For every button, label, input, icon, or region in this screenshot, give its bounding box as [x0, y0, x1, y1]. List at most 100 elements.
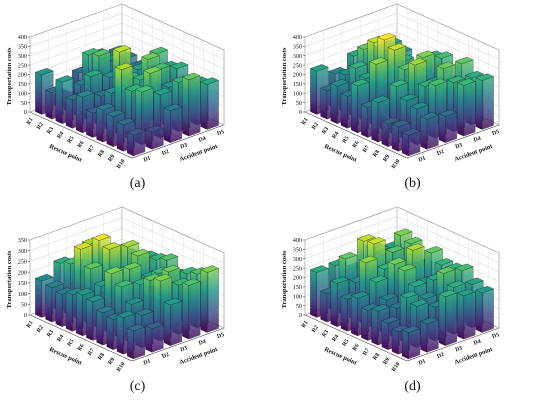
x-tick-label: R3	[321, 329, 330, 338]
bar-face-front	[330, 83, 338, 124]
caption-d: (d)	[404, 379, 421, 394]
z-tick-label: 200	[293, 72, 302, 79]
x-tick-label: R3	[321, 126, 330, 135]
bar-top	[391, 119, 411, 128]
x-tick-label: R10	[391, 361, 402, 373]
bar-face-side	[482, 76, 494, 130]
z-tick-labels: 0 50 100 150 200 250 300 350 400	[293, 34, 305, 116]
bar-face-front	[86, 298, 93, 341]
chart-panel-d: 0 50 100 150 200 250 300 350 400 Transportation c…	[275, 203, 550, 406]
bar-top	[83, 69, 103, 77]
plot-area: 0 50 100 150 200 250 300 350 400 Transportation c…	[6, 3, 225, 170]
bar-top	[141, 52, 160, 60]
bar-face-front	[127, 327, 134, 360]
z-tick-label: 350	[293, 247, 302, 254]
z-tick-label: 100	[18, 291, 27, 298]
y-tick-label: D3	[455, 345, 464, 353]
bar-top	[381, 117, 401, 125]
bar-top	[407, 279, 427, 288]
bar-face-front	[96, 107, 104, 143]
bar-top	[465, 277, 484, 285]
bar-face-front	[145, 325, 153, 353]
bar-face-front	[310, 269, 317, 318]
bar-face-front	[340, 296, 348, 332]
bar-top	[420, 112, 439, 120]
x-tick-label: R6	[77, 343, 86, 352]
x-tick-labels: R1 R2 R3 R4 R5 R6 R7 R8 R9 R10	[301, 117, 402, 170]
z-tick-labels: 0 50 100 150 200 250 300 350 400	[18, 34, 30, 116]
z-tick-label: 250	[18, 62, 27, 69]
plot-area: 0 50 100 150 200 250 300 350 400 Transportation c…	[281, 206, 500, 373]
x-tick-label: R7	[87, 145, 96, 154]
bar-top	[73, 242, 93, 250]
bar	[401, 325, 421, 360]
x-tick-labels: R1 R2 R3 R4 R5 R6 R7 R8 R9 R10	[26, 117, 127, 170]
bar-top	[92, 233, 111, 241]
x-tick-label: R8	[97, 149, 106, 158]
bar-face-front	[55, 79, 63, 124]
bar-face-front	[182, 76, 189, 137]
bar-top	[446, 75, 466, 83]
bar-top	[348, 61, 368, 69]
bar-top	[85, 294, 105, 303]
bar-top	[475, 73, 495, 81]
y-tick-label: D2	[436, 149, 445, 157]
chart-c: 0 50 100 150 200 250 300 350 Transportation cost…	[6, 206, 225, 373]
z-tick-label: 300	[293, 53, 302, 60]
bar-top	[387, 257, 407, 265]
y-tick-label: D1	[143, 155, 152, 163]
bar-top	[330, 79, 350, 87]
bar-top	[120, 240, 140, 248]
bar-top	[356, 234, 376, 242]
bar-top	[130, 248, 150, 257]
bar-top	[153, 87, 173, 96]
bar	[145, 321, 164, 353]
bar-face-front	[200, 81, 208, 130]
x-tick-label: R6	[352, 343, 361, 352]
bars	[309, 32, 495, 157]
z-tick-label: 0	[24, 109, 27, 116]
x-tick-label: R4	[331, 334, 340, 343]
bar	[456, 78, 476, 137]
z-tick-label: 350	[18, 44, 27, 51]
bar-top	[436, 266, 456, 274]
bar-face-front	[116, 314, 124, 355]
bar	[438, 289, 458, 346]
bar-face-side	[170, 300, 182, 346]
bar-top	[134, 308, 154, 316]
y-tick-label: D4	[473, 339, 482, 347]
z-tick-label: 400	[293, 237, 302, 244]
bar-top	[403, 236, 423, 245]
z-tick-label: 100	[293, 293, 302, 300]
bar	[200, 265, 220, 333]
bar-top	[475, 286, 495, 294]
bar-face-side	[463, 291, 476, 340]
bar-face-side	[445, 112, 457, 143]
z-tick-label: 250	[18, 259, 27, 266]
bar-face-side	[207, 80, 219, 130]
x-tick-label: R3	[46, 126, 55, 135]
bar-top	[350, 291, 370, 299]
bar-face-front	[457, 292, 464, 340]
bar-face-front	[340, 93, 348, 129]
bar	[438, 109, 458, 143]
x-tick-label: R7	[362, 348, 371, 357]
bar	[163, 297, 183, 346]
bar-face-front	[381, 121, 389, 147]
y-tick-label: D3	[455, 142, 464, 150]
z-tick-label: 300	[293, 256, 302, 263]
bar	[420, 317, 439, 353]
bar-top	[454, 263, 474, 271]
bar-top	[371, 95, 390, 103]
bar-face-front	[391, 123, 399, 152]
bar-face-side	[133, 130, 146, 157]
bar-face-side	[482, 288, 494, 333]
bar-face-front	[371, 308, 379, 346]
bars	[34, 233, 220, 360]
bar-face-front	[200, 269, 208, 333]
bar-top	[309, 64, 329, 72]
x-tick-label: R9	[382, 357, 391, 366]
bar-top	[424, 246, 444, 254]
bar-face-front	[116, 121, 124, 152]
bar-face-side	[445, 292, 457, 346]
